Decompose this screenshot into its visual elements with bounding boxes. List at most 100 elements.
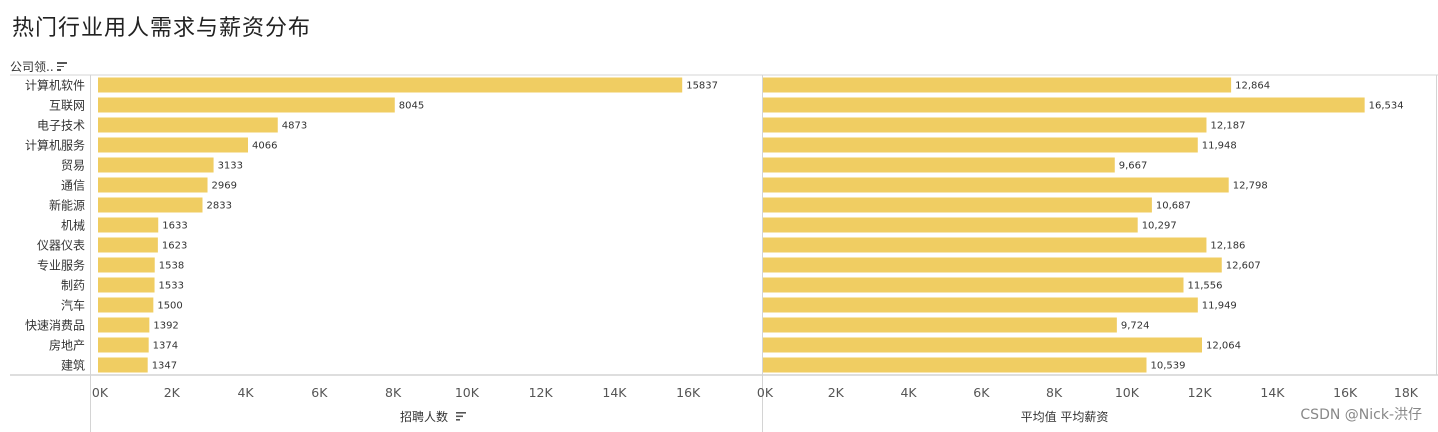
value-label: 10,297 xyxy=(1142,221,1177,232)
category-label: 汽车 xyxy=(61,298,85,313)
tick-label: 12K xyxy=(529,385,554,400)
value-label: 1374 xyxy=(153,341,178,352)
value-label: 12,186 xyxy=(1210,241,1245,252)
tick-label: 0K xyxy=(92,385,109,400)
value-label: 1500 xyxy=(157,301,182,312)
value-label: 12,187 xyxy=(1210,121,1245,132)
category-label: 互联网 xyxy=(49,99,85,113)
bar[interactable] xyxy=(763,257,1222,273)
category-label: 计算机服务 xyxy=(25,138,85,153)
value-label: 10,687 xyxy=(1156,201,1191,212)
value-label: 9,667 xyxy=(1119,161,1148,172)
tick-label: 2K xyxy=(828,385,845,400)
bar[interactable] xyxy=(98,137,248,153)
tick-label: 14K xyxy=(602,385,627,400)
value-label: 12,064 xyxy=(1206,341,1241,352)
value-label: 1533 xyxy=(159,281,184,292)
bar[interactable] xyxy=(98,177,208,193)
value-label: 11,948 xyxy=(1202,141,1237,152)
bar[interactable] xyxy=(763,157,1115,173)
tick-label: 8K xyxy=(385,385,402,400)
bar[interactable] xyxy=(98,97,395,113)
value-label: 2833 xyxy=(207,201,232,212)
bar[interactable] xyxy=(763,217,1138,233)
bar[interactable] xyxy=(98,237,158,253)
axis-sort-icon[interactable] xyxy=(456,415,463,418)
value-label: 4066 xyxy=(252,141,277,152)
category-label: 电子技术 xyxy=(37,119,85,133)
value-label: 1623 xyxy=(162,241,187,252)
value-label: 1392 xyxy=(153,321,178,332)
value-label: 11,556 xyxy=(1188,281,1223,292)
tick-label: 18K xyxy=(1394,385,1419,400)
value-label: 12,798 xyxy=(1233,181,1268,192)
tick-label: 4K xyxy=(900,385,917,400)
category-label: 房地产 xyxy=(49,338,85,353)
bar[interactable] xyxy=(98,197,203,213)
bar[interactable] xyxy=(763,277,1184,293)
bar[interactable] xyxy=(763,97,1365,113)
bar[interactable] xyxy=(98,117,278,133)
category-label: 贸易 xyxy=(61,159,85,173)
value-label: 9,724 xyxy=(1121,321,1150,332)
axis-title: 平均值 平均薪资 xyxy=(1021,409,1109,424)
tick-label: 8K xyxy=(1046,385,1063,400)
value-label: 16,534 xyxy=(1369,101,1404,112)
bar[interactable] xyxy=(98,357,148,373)
value-label: 15837 xyxy=(686,81,718,92)
tick-label: 0K xyxy=(757,385,774,400)
category-label: 建筑 xyxy=(61,358,85,373)
value-label: 1538 xyxy=(159,261,184,272)
bar[interactable] xyxy=(98,297,154,313)
bar[interactable] xyxy=(98,337,149,353)
value-label: 3133 xyxy=(218,161,243,172)
value-label: 4873 xyxy=(282,121,307,132)
bar[interactable] xyxy=(763,137,1198,153)
category-header[interactable]: 公司领.. xyxy=(10,58,67,75)
tick-label: 10K xyxy=(455,385,480,400)
bar[interactable] xyxy=(763,237,1207,253)
tick-label: 16K xyxy=(676,385,701,400)
category-label: 快速消费品 xyxy=(25,319,85,333)
axis-sort-icon[interactable] xyxy=(456,419,460,421)
bar[interactable] xyxy=(98,217,159,233)
category-label: 专业服务 xyxy=(37,258,85,273)
bar[interactable] xyxy=(98,317,150,333)
bar[interactable] xyxy=(763,177,1229,193)
value-label: 2969 xyxy=(212,181,237,192)
bar[interactable] xyxy=(98,257,155,273)
tick-label: 6K xyxy=(311,385,328,400)
watermark: CSDN @Nick-洪仔 xyxy=(1300,407,1422,423)
value-label: 1347 xyxy=(152,361,177,372)
category-header-label: 公司领.. xyxy=(10,60,54,74)
tick-label: 2K xyxy=(164,385,181,400)
tick-label: 6K xyxy=(973,385,990,400)
tick-label: 14K xyxy=(1260,385,1285,400)
chart-title: 热门行业用人需求与薪资分布 xyxy=(12,16,312,41)
value-label: 12,607 xyxy=(1226,261,1261,272)
bar[interactable] xyxy=(98,277,155,293)
category-label: 制药 xyxy=(61,279,85,293)
bar[interactable] xyxy=(763,317,1117,333)
bar[interactable] xyxy=(763,197,1152,213)
bar[interactable] xyxy=(763,117,1207,133)
value-label: 12,864 xyxy=(1235,81,1270,92)
category-label: 机械 xyxy=(61,218,85,233)
tick-label: 16K xyxy=(1333,385,1358,400)
bar[interactable] xyxy=(763,77,1232,93)
value-label: 1633 xyxy=(162,221,187,232)
bar[interactable] xyxy=(98,77,683,93)
tick-label: 12K xyxy=(1188,385,1213,400)
category-label: 仪器仪表 xyxy=(37,239,85,253)
sort-icon[interactable] xyxy=(56,62,67,71)
bar[interactable] xyxy=(763,297,1198,313)
bar[interactable] xyxy=(763,357,1147,373)
bar[interactable] xyxy=(763,337,1202,353)
bar[interactable] xyxy=(98,157,214,173)
tick-label: 4K xyxy=(237,385,254,400)
value-label: 8045 xyxy=(399,101,424,112)
value-label: 11,949 xyxy=(1202,301,1237,312)
category-label: 计算机软件 xyxy=(25,78,85,93)
axis-sort-icon[interactable] xyxy=(456,412,466,414)
